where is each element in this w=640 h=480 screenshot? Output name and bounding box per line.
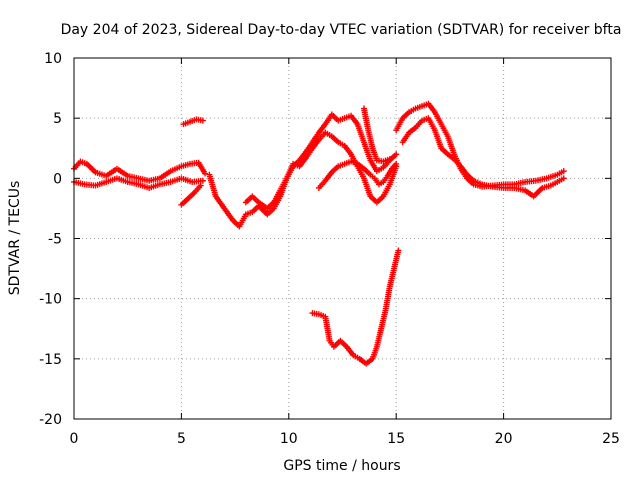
y-tick-label: 5	[53, 111, 62, 127]
x-axis-label: GPS time / hours	[283, 458, 400, 474]
data-point	[560, 168, 567, 175]
x-tick-label: 0	[70, 431, 79, 447]
y-tick-label: -10	[39, 292, 62, 308]
data-point	[560, 175, 567, 182]
x-tick-label: 5	[177, 431, 186, 447]
grid-lines	[74, 58, 611, 419]
y-tick-label: -5	[48, 232, 62, 248]
data-point	[386, 156, 393, 163]
y-tick-label: 10	[44, 51, 62, 67]
data-point	[395, 247, 402, 254]
data-point	[197, 182, 204, 189]
x-tick-label: 15	[387, 431, 405, 447]
y-tick-label: -20	[39, 412, 62, 428]
chart-title: Day 204 of 2023, Sidereal Day-to-day VTE…	[61, 22, 622, 38]
data-points	[71, 100, 567, 367]
x-tick-label: 20	[495, 431, 513, 447]
y-axis-label: SDTVAR / TECUs	[7, 181, 23, 296]
x-tick-label: 10	[280, 431, 298, 447]
data-point	[199, 177, 206, 184]
x-tick-label: 25	[602, 431, 620, 447]
data-point	[199, 117, 206, 124]
data-point	[393, 160, 400, 167]
axis-ticks: 0 5 10 15 20 25 -20 -15 -10 -5 0 5 10	[39, 51, 620, 447]
data-point	[202, 170, 209, 177]
y-tick-label: -15	[39, 352, 62, 368]
y-tick-label: 0	[53, 171, 62, 187]
data-point	[393, 151, 400, 158]
